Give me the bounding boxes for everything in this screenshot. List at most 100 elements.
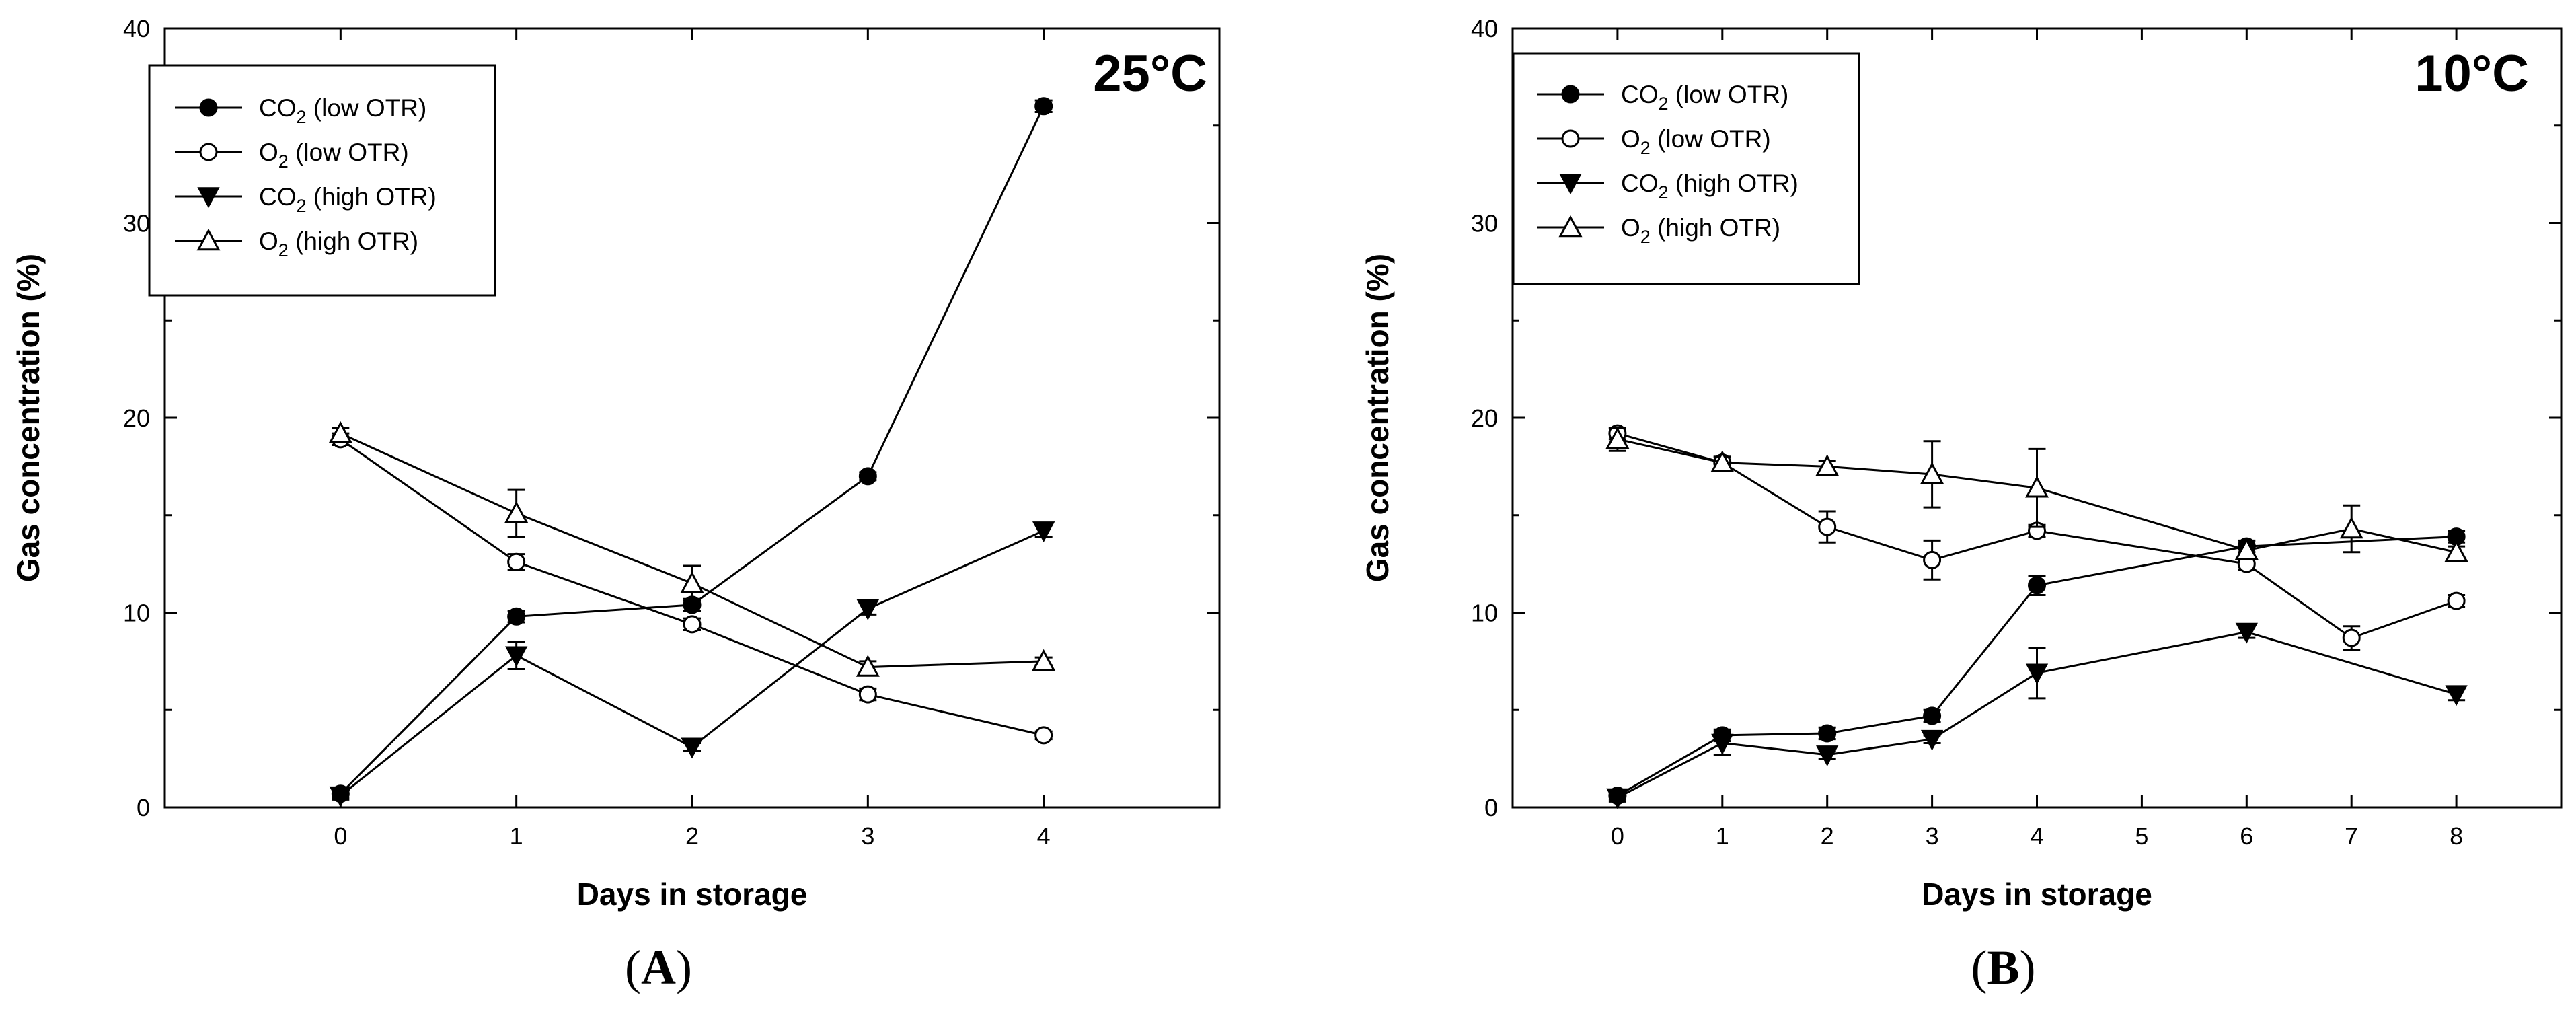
x-tick-label: 0 xyxy=(1611,822,1624,850)
legend-marker xyxy=(197,187,220,209)
y-tick-label: 20 xyxy=(123,404,150,432)
data-point xyxy=(2235,622,2258,644)
legend-condition: (low OTR) xyxy=(289,139,409,166)
panel-label-letter: A xyxy=(641,941,676,994)
legend: CO2 (low OTR)O2 (low OTR)CO2 (high OTR)O… xyxy=(1512,52,1860,285)
legend-gas: O xyxy=(1621,125,1640,153)
data-point xyxy=(858,467,877,486)
data-point xyxy=(329,786,352,807)
legend-subscript: 2 xyxy=(1640,138,1651,158)
legend-condition: (low OTR) xyxy=(307,94,427,122)
x-tick-label: 6 xyxy=(2240,822,2253,850)
series-2 xyxy=(1606,622,2468,809)
legend-subscript: 2 xyxy=(1659,182,1669,203)
y-tick-label: 0 xyxy=(137,794,150,822)
y-tick-label: 40 xyxy=(1471,15,1498,42)
data-point xyxy=(2025,663,2049,685)
data-point xyxy=(2447,591,2466,610)
data-point xyxy=(2445,685,2468,706)
x-axis-title: Days in storage xyxy=(577,877,808,912)
y-tick-label: 10 xyxy=(123,599,150,627)
legend-subscript: 2 xyxy=(1659,94,1669,114)
data-point xyxy=(856,655,880,677)
legend-subscript: 2 xyxy=(278,240,289,260)
legend-subscript: 2 xyxy=(297,196,307,216)
legend-label: CO2 (low OTR) xyxy=(1621,81,1788,114)
data-point xyxy=(504,501,529,523)
legend-label: CO2 (high OTR) xyxy=(1621,170,1798,203)
x-tick-label: 2 xyxy=(685,822,699,850)
y-tick-label: 0 xyxy=(1484,794,1498,822)
data-point xyxy=(1032,649,1056,671)
legend-condition: (low OTR) xyxy=(1669,81,1789,108)
legend-label: O2 (high OTR) xyxy=(259,227,418,260)
data-point xyxy=(1032,521,1055,543)
legend-gas: CO xyxy=(259,94,297,122)
data-point xyxy=(507,552,526,571)
data-point xyxy=(2339,516,2363,539)
legend-gas: O xyxy=(259,139,278,166)
data-point xyxy=(1923,706,1942,725)
legend-gas: CO xyxy=(1621,170,1659,197)
data-point xyxy=(328,421,352,443)
legend-subscript: 2 xyxy=(278,151,289,172)
panel-label: (A) xyxy=(625,941,692,994)
legend-gas: CO xyxy=(259,183,297,211)
x-tick-label: 1 xyxy=(1716,822,1729,850)
y-tick-label: 10 xyxy=(1471,599,1498,627)
chart-panel-a: 0 10 20 30 40 0 1 2 3 4 Gas concentration (%) Days … xyxy=(11,15,1221,994)
legend-label: O2 (high OTR) xyxy=(1621,214,1780,247)
data-point xyxy=(1815,454,1840,476)
data-point xyxy=(680,571,704,593)
y-tick-label: 40 xyxy=(123,15,150,42)
data-point xyxy=(1923,550,1942,569)
legend-marker xyxy=(1561,85,1580,104)
legend-subscript: 2 xyxy=(297,107,307,127)
data-point xyxy=(1816,745,1839,766)
panel-label: (B) xyxy=(1971,941,2036,994)
data-point xyxy=(504,646,528,667)
legend-label: CO2 (low OTR) xyxy=(259,94,426,127)
data-point xyxy=(2234,538,2259,560)
data-point xyxy=(1818,517,1837,536)
legend-condition: (low OTR) xyxy=(1651,125,1771,153)
data-point xyxy=(507,607,526,626)
x-tick-label: 0 xyxy=(334,822,347,850)
x-tick-label: 3 xyxy=(1926,822,1939,850)
temperature-annotation: 10°C xyxy=(2415,45,2529,102)
data-point xyxy=(856,599,880,620)
data-point xyxy=(2024,476,2049,498)
series-line xyxy=(1617,438,2457,554)
x-tick-label: 1 xyxy=(510,822,523,850)
data-point xyxy=(2342,628,2361,647)
series-line xyxy=(1617,432,2457,639)
y-axis-title: Gas concentration (%) xyxy=(1360,254,1395,582)
data-point xyxy=(1605,427,1630,449)
data-point xyxy=(681,737,704,759)
y-tick-label: 20 xyxy=(1471,404,1498,432)
legend-label: O2 (low OTR) xyxy=(259,139,409,172)
data-point xyxy=(2028,576,2046,595)
series-3 xyxy=(1605,426,2468,562)
data-point xyxy=(1818,724,1837,743)
data-point xyxy=(1034,726,1053,745)
data-point xyxy=(1920,729,1944,751)
x-tick-label: 8 xyxy=(2450,822,2463,850)
x-axis-title: Days in storage xyxy=(1922,877,2152,912)
data-point xyxy=(1606,788,1629,809)
panel-label-open-paren: ( xyxy=(1971,941,1987,994)
legend-marker xyxy=(199,143,218,161)
legend-marker xyxy=(196,228,221,251)
data-point xyxy=(858,685,877,704)
panel-label-open-paren: ( xyxy=(625,941,641,994)
y-tick-label: 30 xyxy=(1471,210,1498,238)
legend-gas: CO xyxy=(1621,81,1659,108)
legend-subscript: 2 xyxy=(1640,227,1651,247)
data-point xyxy=(1710,450,1735,472)
legend-condition: (high OTR) xyxy=(289,227,418,255)
legend-condition: (high OTR) xyxy=(307,183,437,211)
series-3 xyxy=(328,421,1056,677)
x-tick-label: 2 xyxy=(1821,822,1834,850)
panel-label-close-paren: ) xyxy=(2020,941,2036,994)
